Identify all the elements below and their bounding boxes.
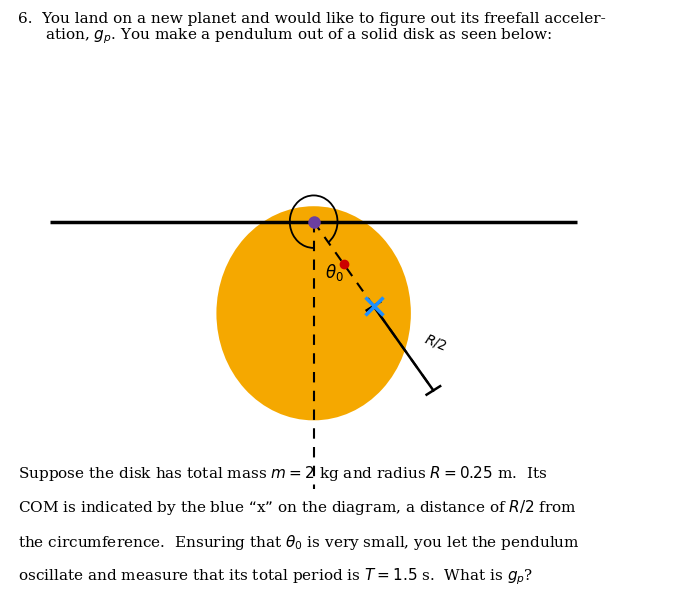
- Text: 6.  You land on a new planet and would like to figure out its freefall acceler-: 6. You land on a new planet and would li…: [17, 12, 605, 26]
- Text: COM is indicated by the blue “x” on the diagram, a distance of $R/2$ from: COM is indicated by the blue “x” on the …: [17, 498, 577, 517]
- Text: the circumference.  Ensuring that $\theta_0$ is very small, you let the pendulum: the circumference. Ensuring that $\theta…: [17, 533, 579, 551]
- Text: $\theta_0$: $\theta_0$: [325, 262, 344, 283]
- Text: ation, $g_p$. You make a pendulum out of a solid disk as seen below:: ation, $g_p$. You make a pendulum out of…: [45, 27, 552, 46]
- Text: oscillate and measure that its total period is $T = 1.5$ s.  What is $g_p$?: oscillate and measure that its total per…: [17, 567, 533, 588]
- Text: $R/2$: $R/2$: [422, 331, 449, 353]
- Ellipse shape: [216, 206, 411, 420]
- Text: Suppose the disk has total mass $m = 2$ kg and radius $R = 0.25$ m.  Its: Suppose the disk has total mass $m = 2$ …: [17, 464, 547, 483]
